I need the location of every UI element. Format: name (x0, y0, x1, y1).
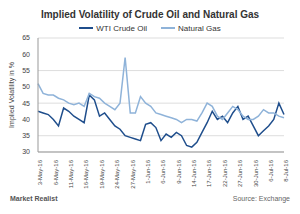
svg-text:30-Jun-16: 30-Jun-16 (253, 159, 259, 187)
html-text:Market Realist: Market Realist (10, 194, 58, 202)
svg-text:6-May-16: 6-May-16 (53, 159, 59, 185)
svg-text:22-Jun-16: 22-Jun-16 (222, 159, 228, 187)
svg-text:65: 65 (22, 34, 30, 41)
svg-text:8-Jul-16: 8-Jul-16 (283, 159, 289, 181)
svg-text:6-Jun-16: 6-Jun-16 (160, 159, 166, 183)
svg-text:60: 60 (22, 51, 30, 58)
html-text:Implied Volatility of Crude Oi: Implied Volatility of Crude Oil and Natu… (40, 9, 260, 20)
svg-text:27-Jun-16: 27-Jun-16 (237, 159, 243, 187)
svg-text:40: 40 (22, 116, 30, 123)
svg-text:24-May-16: 24-May-16 (114, 159, 120, 188)
svg-text:9-Jun-16: 9-Jun-16 (176, 159, 182, 183)
svg-text:19-May-16: 19-May-16 (99, 159, 105, 188)
svg-text:11-May-16: 11-May-16 (68, 159, 74, 188)
svg-text:45: 45 (22, 100, 30, 107)
svg-text:3-May-16: 3-May-16 (37, 159, 43, 185)
svg-text:6-Jul-16: 6-Jul-16 (268, 159, 274, 181)
svg-text:17-Jun-16: 17-Jun-16 (206, 159, 212, 187)
svg-text:1-Jun-16: 1-Jun-16 (145, 159, 151, 183)
svg-text:50: 50 (22, 83, 30, 90)
svg-text:55: 55 (22, 67, 30, 74)
html-text:Source: Exchange: Source: Exchange (232, 194, 290, 202)
svg-text:35: 35 (22, 132, 30, 139)
svg-text:16-May-16: 16-May-16 (83, 159, 89, 188)
html-text:WTI Crude Oil: WTI Crude Oil (96, 23, 147, 33)
svg-text:27-May-16: 27-May-16 (130, 159, 136, 188)
svg-text:30: 30 (22, 148, 30, 155)
svg-text:Implied Volatility in %: Implied Volatility in % (8, 62, 16, 128)
html-text:Natural Gas: Natural Gas (178, 23, 221, 33)
svg-text:14-Jun-16: 14-Jun-16 (191, 159, 197, 187)
